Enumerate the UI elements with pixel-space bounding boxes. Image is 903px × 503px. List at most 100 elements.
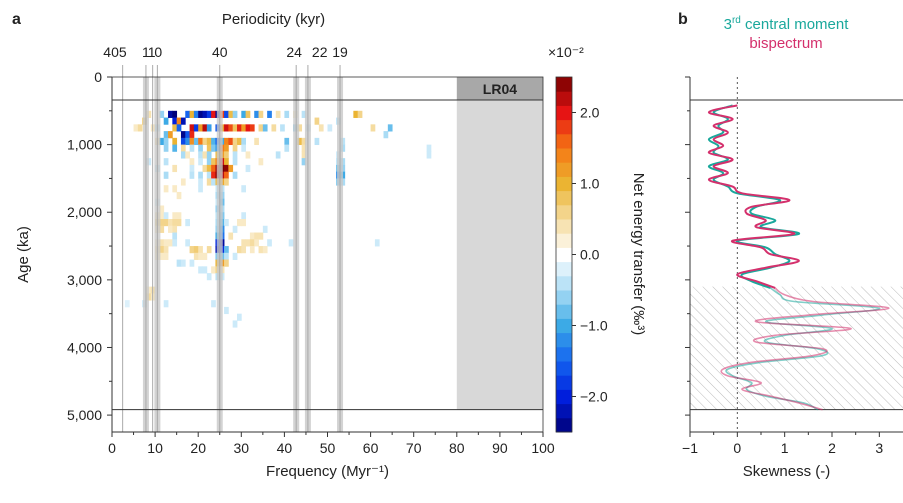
heatmap-cell — [172, 164, 178, 173]
colorbar-tick-label: −2.0 — [580, 389, 608, 405]
heatmap-cell — [163, 131, 169, 139]
heatmap-cell — [224, 219, 229, 227]
heatmap-cell — [163, 212, 169, 220]
heatmap-cell — [275, 110, 281, 118]
colorbar-segment — [556, 318, 572, 334]
colorbar-segment — [556, 403, 572, 419]
heatmap-cell — [241, 124, 247, 132]
x-tick-label: 40 — [277, 440, 293, 456]
heatmap-cell — [185, 239, 190, 247]
heatmap-cell — [241, 246, 247, 254]
heatmap-cell — [232, 110, 238, 118]
heatmap-cell — [288, 239, 294, 247]
heatmap-cell — [198, 158, 203, 166]
heatmap-cell — [185, 131, 190, 139]
heatmap-cell — [163, 252, 169, 260]
heatmap-cell — [159, 225, 165, 233]
heatmap-cell — [168, 225, 173, 233]
colorbar-segment — [556, 304, 572, 319]
colorbar: −2.0 −1.0 0.0 1.0 2.0 ×10⁻² Net energy transfe… — [548, 44, 647, 433]
heatmap-cell — [211, 137, 216, 146]
colorbar-segment — [556, 290, 572, 305]
colorbar-tick-label: 1.0 — [580, 176, 600, 192]
x-tick-label: −1 — [682, 440, 698, 456]
heatmap-cell — [202, 137, 208, 146]
colorbar-segment — [556, 204, 572, 220]
periodicity-label: 40 — [212, 44, 228, 60]
heatmap-cell — [224, 259, 229, 267]
top-axis-label: Periodicity (kyr) — [222, 11, 325, 28]
heatmap-cell — [163, 171, 169, 179]
heatmap-cell — [236, 137, 242, 146]
heatmap-cell — [249, 232, 255, 240]
heatmap-cell — [297, 137, 303, 146]
x-tick-label: 90 — [492, 440, 508, 456]
periodicity-label: 24 — [286, 44, 302, 60]
heatmap-cell — [374, 239, 380, 247]
heatmap-cell — [245, 124, 251, 132]
heatmap-cell — [176, 219, 182, 227]
heatmap-cell — [236, 124, 242, 132]
heatmap-cell — [206, 273, 212, 281]
heatmap-cell — [180, 178, 186, 186]
heatmap-cell — [224, 124, 229, 132]
y-tick-label: 3,000 — [67, 272, 102, 288]
heatmap-cell — [189, 144, 195, 152]
heatmap-cell — [211, 178, 216, 186]
heatmap-cell — [206, 144, 212, 152]
heatmap-cell — [211, 171, 216, 179]
heatmap-cell — [137, 124, 143, 132]
heatmap-cell — [202, 124, 208, 132]
heatmap-cell — [185, 110, 190, 118]
heatmap-cell — [176, 212, 182, 220]
heatmap-cell — [353, 110, 359, 118]
colorbar-segment — [556, 332, 572, 348]
heatmap-cell — [228, 232, 234, 240]
heatmap-cell — [236, 219, 242, 227]
heatmap-cell — [275, 151, 281, 159]
heatmap-cell — [241, 212, 247, 220]
heatmap-cell — [245, 239, 251, 247]
heatmap-cell — [176, 259, 182, 267]
heatmap-cell — [249, 124, 255, 132]
dataset-label: LR04 — [483, 81, 517, 97]
colorbar-segment — [556, 190, 572, 206]
heatmap-cell — [211, 266, 216, 274]
colorbar-segment — [556, 389, 572, 405]
heatmap-cell — [232, 320, 238, 328]
heatmap-cell — [426, 144, 432, 152]
heatmap-cell — [198, 124, 203, 132]
heatmap-cell — [271, 124, 277, 132]
heatmap-cell — [172, 117, 178, 125]
series-line-bispectrum-faded — [720, 287, 890, 411]
heatmap-cell — [224, 164, 229, 173]
heatmap-cell — [245, 110, 251, 118]
x-tick-label: 3 — [875, 440, 883, 456]
colorbar-label: Net energy transfer (‰³) — [630, 173, 647, 336]
heatmap-cell — [202, 164, 208, 173]
colorbar-segment — [556, 247, 572, 263]
periodicity-label: 22 — [312, 44, 328, 60]
heatmap-cell — [176, 124, 182, 132]
heatmap-cell — [426, 151, 432, 159]
x-tick-label: 0 — [733, 440, 741, 456]
heatmap-cell — [224, 151, 229, 159]
heatmap-cell — [159, 239, 165, 247]
heatmap-cell — [198, 110, 203, 118]
heatmap-cell — [172, 219, 178, 227]
heatmap-cell — [168, 131, 173, 139]
heatmap-cell — [254, 232, 259, 240]
x-tick-label: 0 — [108, 440, 116, 456]
heatmap-cell — [245, 164, 251, 173]
heatmap-cell — [172, 137, 178, 146]
heatmap-cell — [249, 246, 255, 254]
heatmap-cell — [159, 137, 165, 146]
heatmap-cell — [172, 225, 178, 233]
heatmap-cell — [180, 117, 186, 125]
heatmap-cell — [193, 110, 199, 118]
x-tick-label: 10 — [147, 440, 163, 456]
x-tick-label: 50 — [320, 440, 336, 456]
heatmap-cell — [245, 151, 251, 159]
heatmap-cell — [232, 124, 238, 132]
heatmap-cell — [318, 124, 324, 132]
